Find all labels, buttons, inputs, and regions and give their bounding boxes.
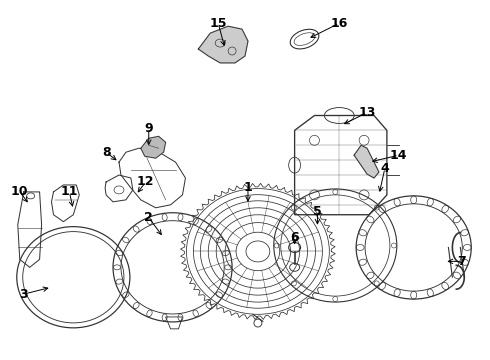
Text: 11: 11 <box>61 185 78 198</box>
Text: 2: 2 <box>145 211 153 224</box>
Text: 6: 6 <box>290 231 299 244</box>
Text: 13: 13 <box>358 106 376 119</box>
Text: 3: 3 <box>20 288 28 301</box>
Text: 9: 9 <box>145 122 153 135</box>
Polygon shape <box>141 136 166 158</box>
Text: 5: 5 <box>313 205 322 218</box>
Text: 10: 10 <box>11 185 28 198</box>
Text: 1: 1 <box>244 181 252 194</box>
Polygon shape <box>354 145 379 178</box>
Text: 8: 8 <box>102 146 110 159</box>
Text: 16: 16 <box>331 17 348 30</box>
Text: 4: 4 <box>381 162 389 175</box>
Text: 14: 14 <box>390 149 408 162</box>
Polygon shape <box>198 26 248 63</box>
Text: 15: 15 <box>209 17 227 30</box>
Text: 12: 12 <box>137 175 154 189</box>
Text: 7: 7 <box>457 255 465 268</box>
